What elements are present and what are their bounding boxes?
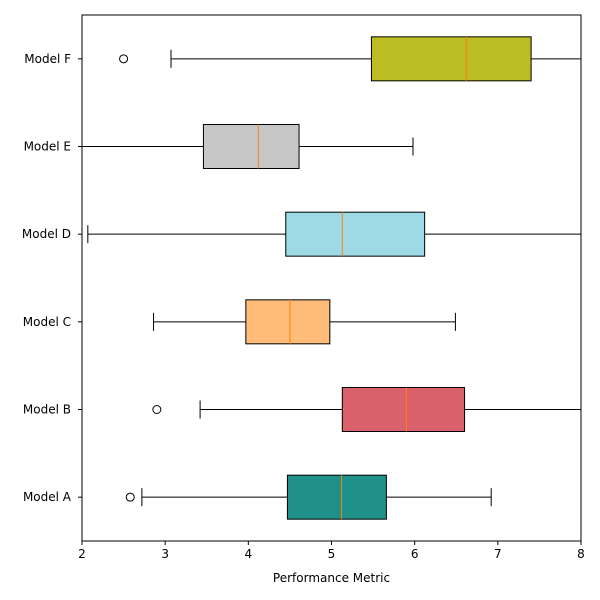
box-group-model-b bbox=[152, 387, 582, 432]
box-group-model-f bbox=[119, 36, 582, 82]
x-tick-label: 3 bbox=[161, 547, 169, 561]
box bbox=[370, 36, 532, 82]
box-group-model-e bbox=[81, 124, 414, 169]
boxes-layer bbox=[81, 36, 582, 520]
x-tick-label: 8 bbox=[577, 547, 585, 561]
y-tick-label: Model A bbox=[23, 490, 72, 504]
outlier-point bbox=[119, 54, 129, 64]
y-tick-label: Model E bbox=[24, 140, 71, 154]
box bbox=[286, 474, 387, 520]
x-tick-label: 6 bbox=[411, 547, 419, 561]
box bbox=[285, 211, 426, 257]
plot-frame bbox=[81, 14, 582, 542]
x-axis-label: Performance Metric bbox=[273, 571, 390, 585]
box bbox=[341, 387, 466, 432]
y-tick-label: Model C bbox=[23, 315, 71, 329]
y-axis-ticks: Model A Model B Model C Model D Model E Model… bbox=[22, 52, 82, 504]
x-tick-label: 5 bbox=[328, 547, 336, 561]
box bbox=[202, 124, 300, 169]
outlier-point bbox=[125, 492, 135, 502]
y-tick-label: Model F bbox=[24, 52, 71, 66]
box-group-model-c bbox=[153, 299, 456, 345]
outlier-point bbox=[152, 405, 162, 414]
y-tick-label: Model B bbox=[23, 403, 71, 417]
x-tick-label: 7 bbox=[494, 547, 502, 561]
x-tick-label: 2 bbox=[78, 547, 86, 561]
x-tick-label: 4 bbox=[245, 547, 253, 561]
box-group-model-d bbox=[87, 211, 582, 257]
x-axis-ticks: 2 3 4 5 6 7 8 bbox=[78, 541, 585, 561]
y-tick-label: Model D bbox=[22, 227, 71, 241]
box bbox=[245, 299, 331, 345]
box-group-model-a bbox=[125, 474, 492, 520]
